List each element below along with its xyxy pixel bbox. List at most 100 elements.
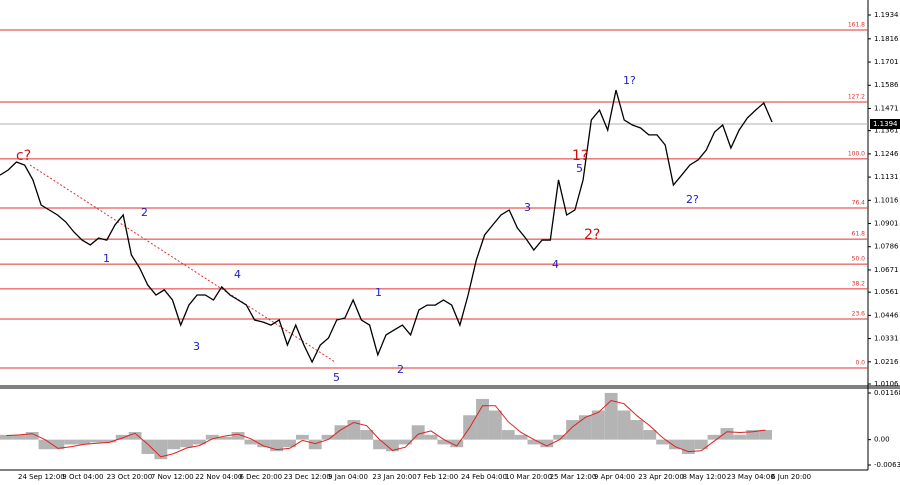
x-tick-label: 22 Nov 04:00 [195, 473, 242, 481]
fib-label: 100.0 [848, 150, 865, 157]
histogram-bar [720, 428, 734, 440]
x-tick-label: 8 May 12:00 [683, 473, 727, 481]
histogram-bar [733, 434, 747, 440]
x-tick-label: 24 Feb 04:00 [461, 473, 507, 481]
histogram-bar [450, 439, 464, 448]
y-tick-label: 0.00 [874, 436, 890, 444]
fib-label: 38.2 [852, 280, 866, 287]
y-tick-label: 1.0786 [874, 243, 899, 251]
histogram-bar [643, 430, 657, 440]
x-tick-label: 9 Oct 04:00 [62, 473, 103, 481]
y-tick-label: 1.0901 [874, 220, 899, 228]
x-tick-label: 25 Mar 12:00 [550, 473, 597, 481]
x-tick-label: 23 Apr 20:00 [638, 473, 684, 481]
fib-label: 76.4 [852, 199, 866, 206]
y-tick-label: 1.0561 [874, 288, 899, 296]
x-tick-label: 23 Oct 20:00 [107, 473, 153, 481]
wave-label: c? [16, 148, 31, 164]
wave-label: 5 [333, 371, 340, 384]
y-tick-label: 0.01168 [874, 389, 900, 397]
y-tick-label: 1.0331 [874, 335, 899, 343]
histogram-bar [630, 420, 644, 440]
x-tick-label: 6 Jun 20:00 [771, 473, 811, 481]
histogram-bar [51, 439, 65, 450]
wave-label: 1? [572, 148, 588, 164]
current-price-box [870, 119, 900, 130]
histogram-bar [295, 434, 309, 440]
histogram-bar [141, 439, 155, 455]
histogram-bar [283, 439, 296, 448]
histogram-bar [669, 439, 682, 450]
histogram-bar [360, 430, 374, 440]
wave-label: 3 [524, 201, 531, 214]
y-tick-label: -0.00635 [874, 461, 900, 469]
histogram-bar [167, 439, 181, 450]
x-tick-label: 6 Dec 20:00 [240, 473, 283, 481]
histogram-bar [694, 439, 708, 450]
x-tick-label: 24 Sep 12:00 [18, 473, 65, 481]
histogram-bar [437, 439, 451, 445]
histogram-bar [476, 398, 489, 440]
histogram-bar [25, 432, 39, 440]
histogram-bar [617, 410, 631, 440]
histogram-bar [180, 439, 193, 448]
y-tick-label: 1.1361 [874, 127, 899, 135]
histogram-bar [759, 430, 772, 440]
histogram-bar [218, 436, 232, 440]
x-tick-label: 7 Nov 12:00 [151, 473, 194, 481]
wave-label: 5 [576, 162, 583, 175]
wave-label: 1 [103, 252, 110, 265]
histogram-bar [386, 439, 399, 452]
y-tick-label: 1.1586 [874, 81, 899, 89]
histogram-bar [488, 410, 502, 440]
current-price-label: 1.1394 [873, 120, 898, 128]
histogram-bar [244, 439, 258, 445]
histogram-bar [257, 439, 271, 448]
histogram-bar [334, 425, 348, 440]
fib-label: 50.0 [852, 256, 866, 263]
x-tick-label: 23 May 04:00 [727, 473, 775, 481]
histogram-bar [656, 439, 670, 445]
histogram-bar [373, 439, 386, 450]
y-tick-label: 1.0106 [874, 380, 899, 388]
wave-label: 4 [234, 268, 241, 281]
histogram-bar [0, 434, 13, 440]
histogram-bar [398, 439, 412, 445]
histogram-bar [102, 439, 116, 443]
fib-label: 161.8 [848, 21, 865, 28]
y-tick-label: 1.0216 [874, 358, 899, 366]
histogram-bar [514, 434, 528, 440]
histogram-bar [540, 439, 554, 448]
histogram-bar [321, 434, 335, 440]
y-tick-label: 1.1131 [874, 173, 899, 181]
y-tick-label: 1.1934 [874, 11, 899, 19]
y-tick-label: 1.1701 [874, 58, 899, 66]
fib-label: 127.2 [848, 94, 865, 101]
histogram-bar [115, 434, 129, 440]
histogram-bar [90, 439, 103, 443]
histogram-bar [347, 420, 361, 440]
y-tick-label: 1.0671 [874, 266, 899, 274]
y-tick-label: 1.1816 [874, 35, 899, 43]
x-tick-label: 9 Jan 04:00 [328, 473, 368, 481]
histogram-bar [38, 439, 52, 450]
price-line [0, 89, 773, 364]
x-tick-label: 23 Jan 20:00 [372, 473, 416, 481]
fib-label: 61.8 [852, 231, 866, 238]
histogram-bar [205, 434, 219, 440]
x-tick-label: 7 Feb 12:00 [417, 473, 458, 481]
histogram-bar [707, 434, 721, 440]
wave-label: 2 [141, 206, 148, 219]
x-tick-label: 10 Mar 20:00 [505, 473, 552, 481]
wave-label: 2? [686, 193, 699, 206]
wave-label: 1? [623, 74, 636, 87]
wave-label: 4 [552, 258, 559, 271]
histogram-bar [553, 434, 567, 440]
trend-line [29, 164, 336, 363]
wave-label: 2 [397, 363, 404, 376]
y-tick-label: 1.1246 [874, 150, 899, 158]
histogram-bar [591, 410, 605, 440]
wave-label: 3 [193, 340, 200, 353]
